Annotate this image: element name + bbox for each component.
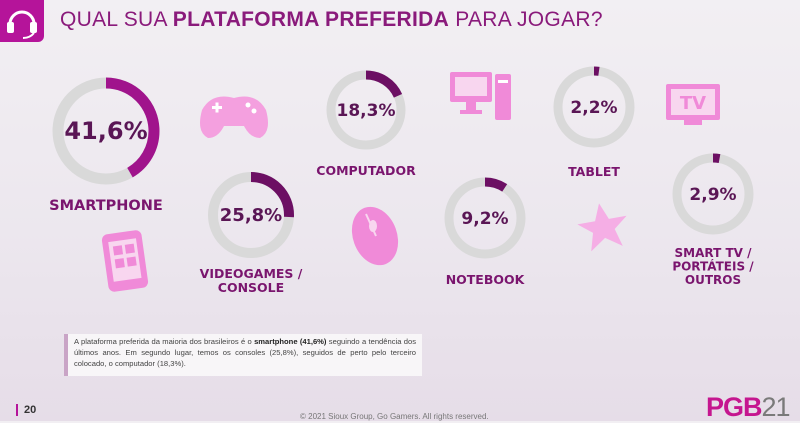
summary-note: A plataforma preferida da maioria dos br… bbox=[64, 334, 422, 376]
category-label: COMPUTADOR bbox=[316, 163, 416, 178]
category-label: OUTROS bbox=[685, 273, 741, 287]
star-icon bbox=[577, 203, 627, 252]
category-label: PORTÁTEIS / bbox=[672, 259, 754, 274]
data-label: 18,3% bbox=[337, 101, 396, 121]
donut-value-arc bbox=[326, 70, 406, 150]
svg-text:TV: TV bbox=[680, 93, 706, 114]
category-label: VIDEOGAMES / bbox=[200, 266, 303, 281]
data-label: 2,2% bbox=[570, 98, 617, 118]
gamepad-icon bbox=[200, 96, 268, 138]
phone-icon bbox=[101, 230, 149, 292]
donut-smartphone: 41,6% SMARTPHONE bbox=[49, 77, 163, 214]
donut-tablet: 2,2% TABLET bbox=[553, 66, 635, 179]
donut-computador: 18,3% COMPUTADOR bbox=[316, 70, 416, 178]
category-label: TABLET bbox=[568, 164, 620, 179]
category-label: SMART TV / bbox=[675, 246, 753, 260]
category-label: SMARTPHONE bbox=[49, 198, 163, 214]
donut-value-arc bbox=[208, 172, 294, 258]
tv-icon: TV bbox=[666, 84, 720, 125]
category-label: NOTEBOOK bbox=[446, 272, 526, 287]
monitor-icon bbox=[450, 72, 511, 120]
data-label: 2,9% bbox=[689, 185, 736, 205]
data-label: 25,8% bbox=[220, 205, 282, 226]
pgb-logo: PGB21 bbox=[706, 392, 791, 422]
donut-value-arc bbox=[444, 177, 526, 259]
data-label: 9,2% bbox=[461, 209, 508, 229]
page-number: 20 bbox=[16, 404, 36, 416]
header-badge bbox=[0, 0, 44, 42]
copyright-text: © 2021 Sioux Group, Go Gamers. All right… bbox=[300, 412, 489, 421]
donut-smart-tv-port-teis-outros: 2,9% SMART TV /PORTÁTEIS /OUTROS bbox=[672, 153, 754, 287]
donut-value-arc bbox=[672, 153, 754, 235]
headset-icon bbox=[7, 10, 37, 39]
donut-videogames-console: 25,8% VIDEOGAMES /CONSOLE bbox=[200, 172, 303, 295]
category-label: CONSOLE bbox=[218, 280, 284, 295]
donut-notebook: 9,2% NOTEBOOK bbox=[444, 177, 526, 287]
donut-value-arc bbox=[52, 77, 160, 185]
mouse-icon bbox=[351, 206, 399, 266]
donut-value-arc bbox=[553, 66, 635, 148]
page-title: QUAL SUA PLATAFORMA PREFERIDA PARA JOGAR… bbox=[60, 8, 603, 31]
data-label: 41,6% bbox=[64, 117, 147, 145]
